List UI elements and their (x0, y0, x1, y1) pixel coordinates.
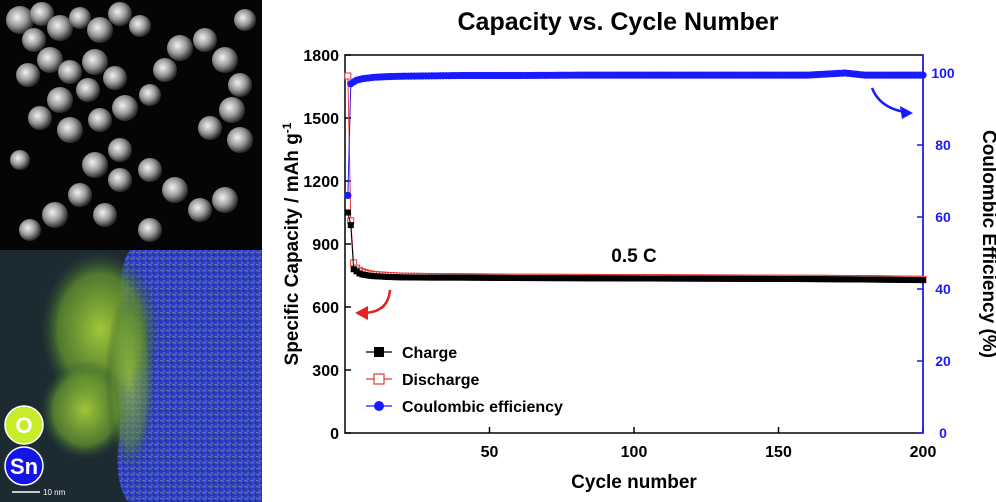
data-point (920, 277, 926, 284)
right-tick-label: 20 (935, 353, 951, 369)
legend-marker (373, 373, 385, 385)
oxygen-label: O (15, 413, 32, 438)
oxygen-label-circle (4, 405, 44, 445)
x-axis: 50 100 150 200 (481, 427, 937, 461)
x-tick-label: 50 (481, 444, 499, 461)
legend-item: Charge (366, 345, 457, 362)
microscopy-image: O Sn 10 nm (0, 0, 262, 502)
legend-label: Coulombic efficiency (402, 399, 563, 416)
right-tick-label: 40 (935, 281, 951, 297)
rate-annotation: 0.5 C (611, 246, 657, 267)
tin-label: Sn (10, 454, 38, 479)
arrow-to-left-axis (355, 289, 392, 320)
legend-label: Discharge (402, 372, 479, 389)
data-point (344, 191, 352, 199)
chart-title: Capacity vs. Cycle Number (458, 8, 779, 36)
right-tick-label: 80 (935, 137, 951, 153)
y-axis-title-left: Specific Capacity / mAh g-1 (280, 122, 303, 365)
arrow-to-right-axis (870, 87, 913, 119)
left-tick-label: 1500 (303, 111, 339, 128)
chart-legend: Charge Discharge Coulombic efficiency (366, 345, 563, 416)
series-layer (344, 69, 927, 284)
data-point (344, 209, 351, 216)
legend-label: Charge (402, 345, 457, 362)
right-tick-label: 60 (935, 209, 951, 225)
data-point (919, 71, 927, 79)
right-tick-label: 0 (939, 425, 947, 441)
left-tick-label: 1800 (303, 48, 339, 65)
left-tick-label: 1200 (303, 174, 339, 191)
left-axis: 0 300 600 900 1200 1500 1800 (303, 48, 351, 443)
data-point (344, 72, 352, 80)
series-coulombic-efficiency (344, 69, 927, 199)
x-tick-label: 100 (621, 444, 648, 461)
series-line (347, 72, 923, 196)
scale-bar: 10 nm (12, 488, 66, 497)
tin-label-circle (4, 446, 44, 486)
left-tick-label: 600 (312, 300, 339, 317)
x-tick-label: 150 (765, 444, 792, 461)
legend-marker (374, 401, 384, 411)
series-charge (344, 209, 926, 284)
left-tick-label: 0 (330, 426, 339, 443)
element-legend: O Sn (4, 405, 44, 486)
legend-marker (374, 347, 384, 357)
legend-item: Discharge (366, 372, 479, 389)
left-tick-label: 300 (312, 363, 339, 380)
legend-item: Coulombic efficiency (366, 399, 563, 416)
data-point (347, 222, 354, 229)
x-tick-label: 200 (910, 444, 937, 461)
microscopy-panel: O Sn 10 nm (0, 0, 262, 502)
nanoparticle-cluster (6, 2, 256, 242)
right-axis: 0 20 40 60 80 100 (917, 65, 955, 441)
right-tick-label: 100 (931, 65, 955, 81)
left-tick-label: 900 (312, 237, 339, 254)
x-axis-title: Cycle number (571, 472, 697, 493)
y-axis-title-right: Coulombic Efficiency (%) (978, 130, 996, 358)
scale-bar-label: 10 nm (43, 488, 66, 497)
